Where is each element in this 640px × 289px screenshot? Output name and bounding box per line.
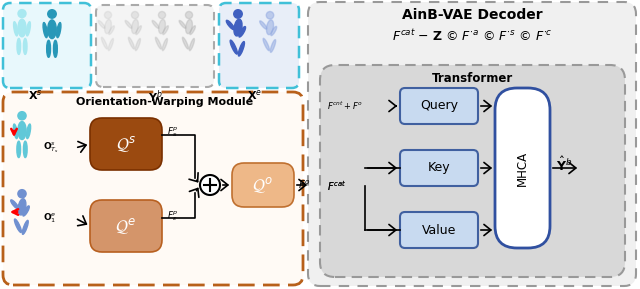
Ellipse shape <box>18 199 26 215</box>
Ellipse shape <box>136 26 141 35</box>
Text: $\mathbf{O}^s_{T_s}$: $\mathbf{O}^s_{T_s}$ <box>43 141 59 155</box>
Circle shape <box>186 12 193 18</box>
Ellipse shape <box>230 40 237 54</box>
Ellipse shape <box>57 23 61 38</box>
Ellipse shape <box>15 219 21 232</box>
FancyBboxPatch shape <box>3 3 91 88</box>
Ellipse shape <box>266 20 273 35</box>
Text: Key: Key <box>428 162 451 175</box>
Ellipse shape <box>159 19 165 34</box>
Ellipse shape <box>132 19 138 34</box>
Ellipse shape <box>152 21 159 28</box>
Ellipse shape <box>271 26 276 36</box>
Ellipse shape <box>108 38 113 51</box>
Ellipse shape <box>26 124 31 139</box>
Text: Transformer: Transformer <box>431 72 513 85</box>
Text: Value: Value <box>422 223 456 236</box>
Text: $\mathbf{Y}^b$: $\mathbf{Y}^b$ <box>148 88 163 105</box>
Ellipse shape <box>18 19 26 37</box>
Text: $\mathcal{Q}^e$: $\mathcal{Q}^e$ <box>115 216 136 236</box>
Ellipse shape <box>98 21 105 28</box>
Text: Orientation-Warping Module: Orientation-Warping Module <box>76 97 253 107</box>
Ellipse shape <box>189 38 195 51</box>
Text: $\mathcal{Q}^s$: $\mathcal{Q}^s$ <box>116 134 136 154</box>
Text: $F^{cat}$: $F^{cat}$ <box>327 179 346 193</box>
Ellipse shape <box>26 22 31 36</box>
Ellipse shape <box>43 23 47 38</box>
Circle shape <box>234 10 243 18</box>
Ellipse shape <box>47 40 51 57</box>
Ellipse shape <box>54 40 58 57</box>
FancyBboxPatch shape <box>96 5 214 87</box>
Ellipse shape <box>22 221 28 234</box>
FancyBboxPatch shape <box>232 163 294 207</box>
FancyBboxPatch shape <box>3 92 303 285</box>
Ellipse shape <box>163 26 168 35</box>
Text: $F^{cat}$ $-$ $\mathbf{Z}$ $\copyright$ $F^{\cdot a}$ $\copyright$ $F^{\cdot s}$: $F^{cat}$ $-$ $\mathbf{Z}$ $\copyright$ … <box>392 28 552 44</box>
Text: $\mathbf{O}^e_1$: $\mathbf{O}^e_1$ <box>43 211 56 225</box>
Text: $F_s^p$: $F_s^p$ <box>167 125 179 139</box>
Text: Query: Query <box>420 99 458 112</box>
Circle shape <box>159 12 166 18</box>
Ellipse shape <box>17 38 20 54</box>
Ellipse shape <box>109 26 115 35</box>
Ellipse shape <box>260 21 267 29</box>
Ellipse shape <box>13 124 17 139</box>
Ellipse shape <box>270 40 276 52</box>
Circle shape <box>131 12 139 18</box>
Ellipse shape <box>17 141 20 158</box>
Ellipse shape <box>156 37 161 49</box>
Ellipse shape <box>135 38 140 51</box>
Ellipse shape <box>182 37 188 49</box>
Ellipse shape <box>18 121 26 140</box>
Text: $F^{cat}$: $F^{cat}$ <box>327 179 346 193</box>
FancyBboxPatch shape <box>219 3 299 88</box>
Ellipse shape <box>13 22 18 36</box>
Ellipse shape <box>239 27 246 37</box>
Ellipse shape <box>129 37 134 49</box>
Ellipse shape <box>101 37 108 49</box>
FancyBboxPatch shape <box>400 150 478 186</box>
FancyBboxPatch shape <box>400 212 478 248</box>
Ellipse shape <box>190 26 195 35</box>
Circle shape <box>18 190 26 198</box>
FancyBboxPatch shape <box>400 88 478 124</box>
Circle shape <box>200 175 220 195</box>
Ellipse shape <box>238 42 244 56</box>
Circle shape <box>266 12 274 19</box>
Ellipse shape <box>23 206 29 216</box>
Circle shape <box>18 10 26 18</box>
Text: $F^o$: $F^o$ <box>298 179 311 191</box>
Ellipse shape <box>234 19 242 36</box>
Ellipse shape <box>227 20 234 30</box>
Text: $\mathbf{X}^s$: $\mathbf{X}^s$ <box>28 88 42 102</box>
FancyBboxPatch shape <box>495 88 550 248</box>
Text: $F_\varepsilon^p$: $F_\varepsilon^p$ <box>167 209 179 223</box>
Text: $\hat{\mathbf{Y}}^b$: $\hat{\mathbf{Y}}^b$ <box>556 156 572 174</box>
Ellipse shape <box>11 200 19 209</box>
Text: AinB-VAE Decoder: AinB-VAE Decoder <box>402 8 542 22</box>
Circle shape <box>104 12 111 18</box>
Ellipse shape <box>263 38 269 51</box>
FancyBboxPatch shape <box>90 118 162 170</box>
Text: $\mathbf{X}^e$: $\mathbf{X}^e$ <box>248 88 262 102</box>
Ellipse shape <box>179 21 186 28</box>
Ellipse shape <box>125 21 132 28</box>
Ellipse shape <box>24 38 27 54</box>
Text: MHCA: MHCA <box>515 151 529 186</box>
Ellipse shape <box>24 141 27 158</box>
Text: $\mathcal{Q}^o$: $\mathcal{Q}^o$ <box>252 175 273 195</box>
Text: $F^{cnt}+F^o$: $F^{cnt}+F^o$ <box>327 100 363 112</box>
Ellipse shape <box>163 38 168 51</box>
FancyBboxPatch shape <box>90 200 162 252</box>
FancyBboxPatch shape <box>308 2 636 286</box>
Ellipse shape <box>186 19 193 34</box>
Circle shape <box>48 10 56 18</box>
Ellipse shape <box>104 19 111 34</box>
Ellipse shape <box>48 20 56 39</box>
Circle shape <box>18 112 26 120</box>
FancyBboxPatch shape <box>320 65 625 277</box>
